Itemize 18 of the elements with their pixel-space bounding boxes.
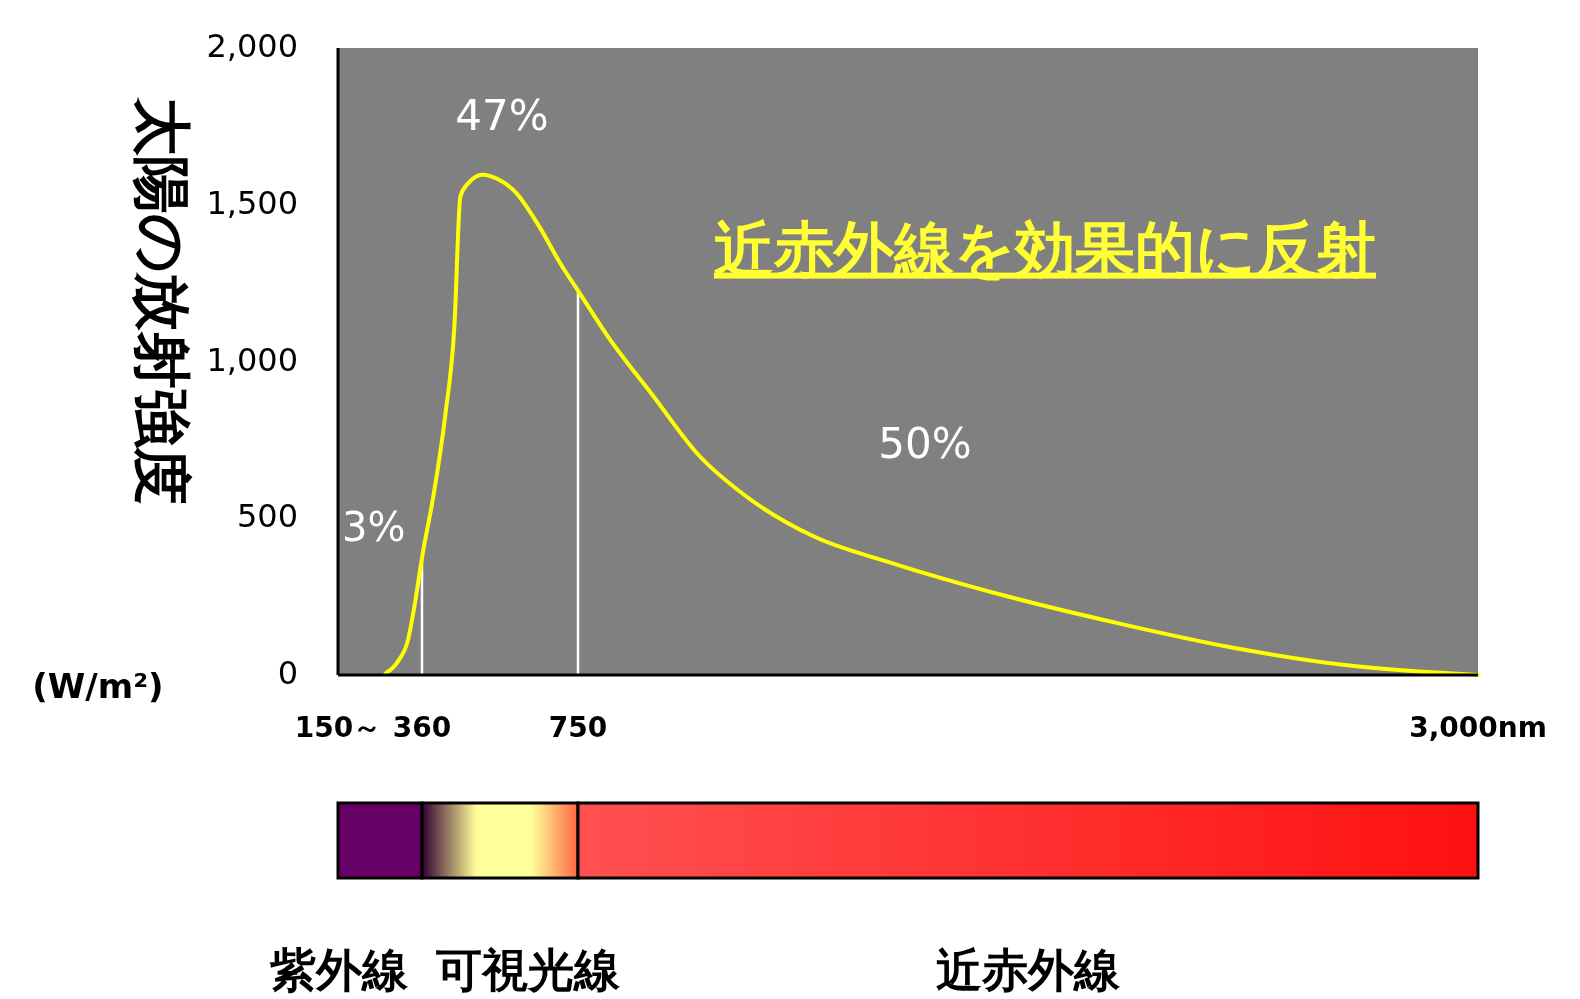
y-tick-label: 1,000 — [206, 340, 298, 379]
x-tick-label: 3,000nm — [1409, 711, 1547, 744]
x-tick-label: 750 — [548, 711, 608, 744]
x-tick-label: 360 — [392, 711, 452, 744]
x-tick-label: 150～ — [294, 711, 382, 744]
y-tick-label: 2,000 — [206, 27, 298, 65]
y-axis-title: 太陽の放射強度 — [127, 96, 196, 505]
y-tick-label: 500 — [236, 497, 298, 536]
text: 紫外線 — [269, 942, 409, 997]
annotation: 3% — [342, 504, 406, 550]
text: (W/m²) — [32, 665, 164, 706]
y-tick-label: 1,500 — [206, 183, 298, 222]
text: 可視光線 — [436, 942, 621, 997]
annotation: 近赤外線を効果的に反射 — [714, 213, 1376, 284]
text: 近赤外線 — [936, 942, 1121, 997]
annotation: 47% — [455, 90, 549, 140]
annotation: 50% — [878, 418, 972, 468]
y-tick-label: 0 — [277, 654, 298, 692]
